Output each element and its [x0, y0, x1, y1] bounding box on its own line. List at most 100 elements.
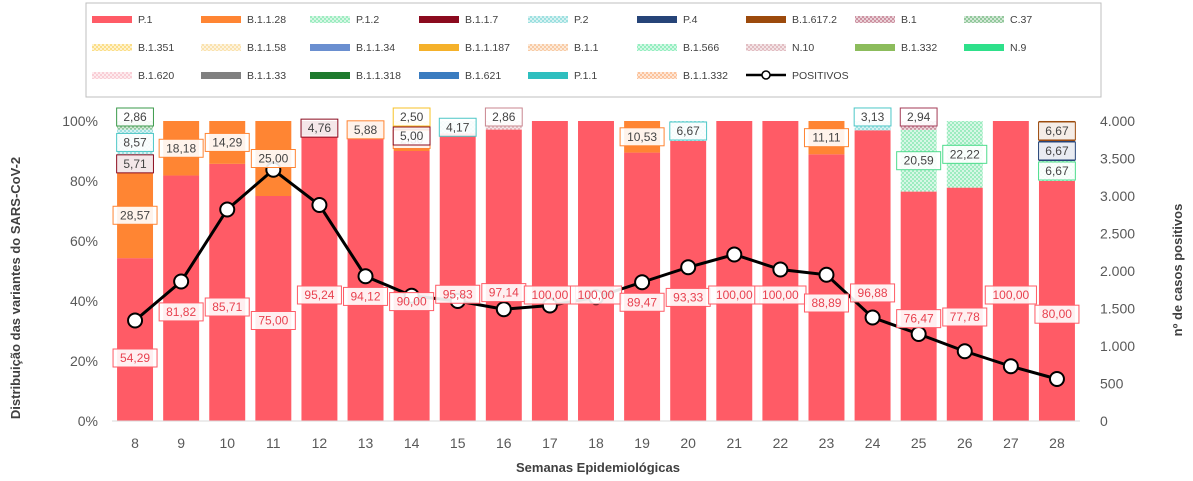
data-label-text: 3,13: [861, 110, 885, 124]
data-label-text: 6,67: [677, 124, 701, 138]
data-label-p-1-week-9: 81,82: [158, 302, 204, 322]
data-label-box: [158, 302, 204, 322]
legend-label: B.1.1.33: [247, 70, 286, 82]
legend-label: B.1.620: [138, 70, 174, 82]
data-label-box: [112, 205, 158, 225]
data-label-text: 75,00: [258, 314, 288, 328]
data-label-box: [250, 311, 296, 330]
data-label-text: 100,00: [532, 288, 569, 302]
legend-swatch: [637, 16, 677, 23]
bar-p-1-week-17: [531, 121, 568, 421]
data-label-box: [1038, 141, 1076, 161]
data-label-p-1-week-10: 85,71: [204, 297, 250, 317]
data-label-p-1-week-26: 77,78: [942, 307, 988, 327]
legend-label: POSITIVOS: [792, 70, 849, 82]
x-tick-label: 19: [634, 435, 650, 451]
legend-item-p-2: P.2: [528, 14, 589, 26]
data-label-box: [896, 151, 942, 171]
data-label-p-1-2-week-26: 22,22: [942, 144, 988, 164]
legend-label: B.1.1: [574, 42, 599, 54]
x-tick-label: 24: [865, 435, 881, 451]
bar-p-1-week-14: [393, 151, 430, 421]
legend-label: B.1.566: [683, 42, 719, 54]
data-label-text: 96,88: [858, 286, 888, 300]
x-tick-label: 12: [312, 435, 328, 451]
data-label-b-1-617-2-week-28: 6,67: [1038, 121, 1076, 141]
data-label-box: [250, 149, 296, 168]
legend-label: B.1.1.318: [356, 70, 401, 82]
data-label-box: [850, 283, 896, 303]
legend-item-b-1-566: B.1.566: [637, 42, 719, 54]
data-label-p-2-week-8: 8,57: [116, 132, 154, 152]
data-label-p-1-week-18: 100,00: [569, 285, 623, 305]
data-label-b-1-1-28-week-9: 18,18: [158, 138, 204, 158]
data-label-p-1-week-25: 76,47: [896, 309, 942, 329]
data-label-text: 18,18: [166, 141, 196, 155]
data-label-text: 5,00: [400, 129, 424, 143]
data-label-box: [300, 118, 339, 138]
legend-item-b-1-332: B.1.332: [855, 42, 937, 54]
legend-item-b-1-621: B.1.621: [419, 70, 501, 82]
data-label-text: 10,53: [627, 130, 657, 144]
bar-p-1-week-27: [992, 121, 1029, 421]
y2-tick-label: 0: [1100, 413, 1108, 429]
legend-item-b-1-1-34: B.1.1.34: [310, 42, 395, 54]
data-label-text: 100,00: [578, 288, 615, 302]
bar-p-1-week-9: [163, 175, 200, 421]
legend-swatch: [92, 16, 132, 23]
data-label-b-1-1-28-week-19: 10,53: [619, 127, 665, 147]
legend-label: P.1.1: [574, 70, 597, 82]
y-tick-label: 100%: [62, 113, 98, 129]
data-label-p-1-week-21: 100,00: [708, 285, 761, 305]
legend-swatch: [92, 72, 132, 79]
x-tick-label: 25: [911, 435, 927, 451]
data-label-text: 77,78: [950, 310, 980, 324]
bar-p-1-week-8: [117, 258, 154, 421]
data-label-box: [1034, 304, 1080, 324]
legend-swatch: [964, 16, 1004, 23]
x-tick-label: 22: [773, 435, 789, 451]
legend-label: P.1: [138, 14, 153, 26]
positivos-point-week-8: [127, 312, 144, 329]
bar-p-1-week-21: [716, 121, 753, 421]
data-label-text: 6,67: [1045, 164, 1069, 178]
legend-item-b-1-617-2: B.1.617.2: [746, 14, 837, 26]
data-label-p-4-week-28: 6,67: [1038, 141, 1076, 161]
legend-swatch: [201, 72, 241, 79]
y-tick-label: 0%: [78, 413, 98, 429]
x-tick-label: 21: [726, 435, 742, 451]
data-label-text: 8,57: [123, 135, 147, 149]
data-label-box: [942, 307, 988, 327]
data-label-text: 2,86: [492, 110, 516, 124]
data-label-text: 80,00: [1042, 307, 1072, 321]
x-tick-label: 28: [1049, 435, 1065, 451]
x-tick-label: 13: [358, 435, 374, 451]
positivos-point-week-22: [772, 261, 789, 278]
data-label-box: [1038, 121, 1076, 141]
data-label-p-1-week-23: 88,89: [803, 293, 849, 313]
legend-swatch: [855, 16, 895, 23]
data-label-text: 6,67: [1045, 144, 1069, 158]
data-label-text: 5,88: [354, 123, 378, 137]
x-axis-title: Semanas Epidemiológicas: [516, 460, 680, 475]
data-label-text: 100,00: [993, 288, 1030, 302]
legend-label: N.9: [1010, 42, 1027, 54]
legend-label: P.1.2: [356, 14, 379, 26]
y2-tick-label: 2.000: [1100, 263, 1135, 279]
data-label-text: 97,14: [489, 286, 519, 300]
data-label-box: [853, 107, 892, 127]
legend-item-b-1-1-58: B.1.1.58: [201, 42, 286, 54]
positivos-point-week-28: [1048, 371, 1065, 387]
data-label-box: [942, 144, 988, 164]
legend-swatch: [201, 16, 241, 23]
data-label-text: 22,22: [950, 147, 980, 161]
legend-label: B.1.351: [138, 42, 174, 54]
bar-p-1-week-15: [439, 133, 476, 421]
data-labels: 54,29 28,57 5,71 8,57 2,86 81,82 18,18 85,71 14,…: [112, 107, 1080, 368]
positivos-point-week-9: [173, 273, 190, 290]
data-label-box: [669, 121, 708, 141]
legend-label: P.4: [683, 14, 698, 26]
bar-p-1-week-25: [900, 191, 937, 421]
x-tick-label: 11: [266, 435, 281, 451]
